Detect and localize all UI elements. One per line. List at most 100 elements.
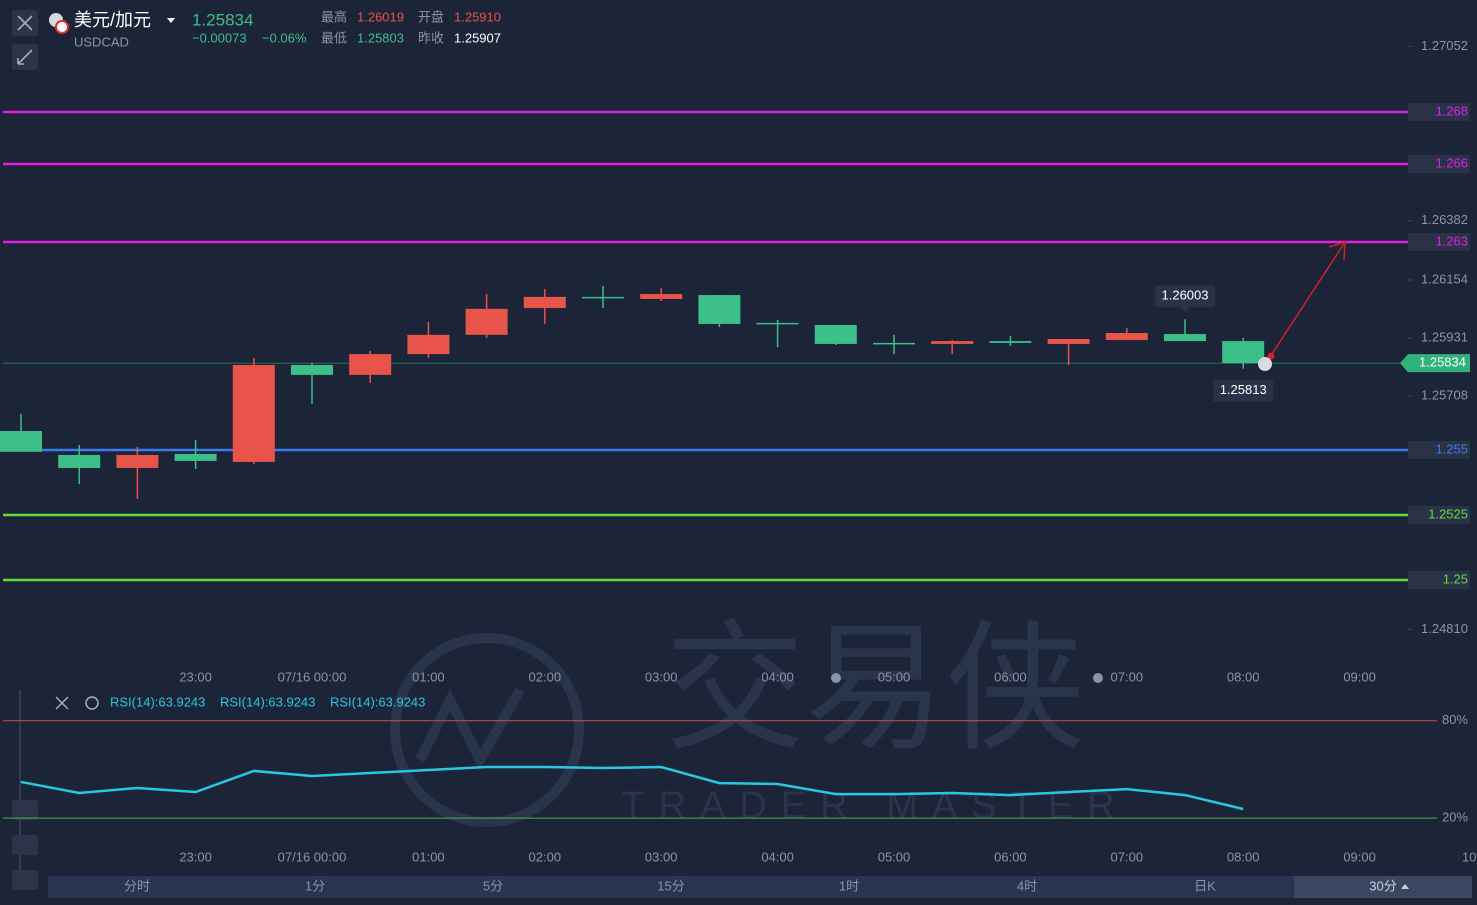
candle-body [582, 296, 624, 299]
x-tick-label: 07/16 00:00 [278, 849, 347, 864]
tool-button[interactable] [12, 800, 38, 820]
tab-bar [48, 876, 1472, 898]
info-icon[interactable] [1258, 357, 1272, 371]
pair-name[interactable]: 美元/加元 [74, 10, 151, 30]
y-tick-label: 1.26154 [1421, 271, 1468, 286]
level-label-box [1408, 155, 1470, 174]
y-tick-label: 1.24810 [1421, 621, 1468, 636]
candle-body [349, 354, 392, 375]
level-label: 1.263 [1435, 233, 1468, 248]
x-tick-label: 09:00 [1343, 669, 1376, 684]
candle-body [291, 364, 333, 375]
candle-body [756, 322, 799, 325]
candle-body [1164, 334, 1206, 342]
last-price-label: 1.25834 [1419, 355, 1466, 370]
level-label: 1.2525 [1428, 506, 1468, 521]
event-marker[interactable] [1093, 673, 1103, 683]
y-tick-label: 1.26382 [1421, 212, 1468, 227]
x-tick-label: 01:00 [412, 849, 445, 864]
low-annotation: 1.25813 [1220, 382, 1267, 397]
candle-body [1047, 338, 1090, 344]
x-tick-label: 06:00 [994, 849, 1027, 864]
rsi-tick-label: 20% [1442, 810, 1468, 825]
watermark-en: TRADER MASTER [621, 785, 1128, 827]
candle-body [814, 324, 857, 344]
level-label-box [1408, 233, 1470, 252]
y-tick-label: 1.27052 [1421, 38, 1468, 53]
candle-body [640, 294, 683, 299]
x-tick-label: 07/16 00:00 [278, 669, 347, 684]
tab-arrow[interactable] [1401, 884, 1409, 889]
candle-body [931, 341, 974, 344]
stat-label: 昨收 [418, 30, 444, 45]
candle-body [465, 308, 508, 335]
tab[interactable]: 30分 [1369, 878, 1396, 893]
stat-value: 1.25910 [454, 9, 501, 24]
x-tick-label: 07:00 [1111, 669, 1144, 684]
high-annotation: 1.26003 [1162, 288, 1209, 303]
tab[interactable]: 5分 [483, 878, 503, 893]
level-label-box [1408, 570, 1470, 589]
x-tick-label: 03:00 [645, 849, 678, 864]
rsi-close[interactable] [55, 696, 69, 710]
x-tick-label: 08:00 [1227, 849, 1260, 864]
anchor-dot [1267, 352, 1275, 360]
candle-body [1105, 333, 1148, 341]
price: 1.25834 [192, 10, 253, 29]
trend-arrow [1269, 241, 1346, 358]
close-icon [17, 15, 33, 31]
x-tick-label: 08:00 [1227, 669, 1260, 684]
tab[interactable]: 1分 [305, 878, 325, 893]
tab[interactable]: 4时 [1017, 878, 1037, 893]
x-tick-label: 02:00 [529, 669, 562, 684]
symbol: USDCAD [74, 34, 129, 49]
event-marker[interactable] [831, 673, 841, 683]
tab[interactable]: 日K [1194, 878, 1216, 893]
watermark-logo [415, 687, 525, 771]
x-tick-label: 04:00 [761, 849, 794, 864]
tool-button[interactable] [12, 870, 38, 890]
stat-value: 1.25907 [454, 30, 501, 45]
change: −0.00073 [192, 30, 247, 45]
candle-body [116, 454, 159, 468]
candle-body [232, 364, 275, 462]
x-tick-label: 05:00 [878, 669, 911, 684]
candle-body [0, 431, 42, 452]
stat-value: 1.25803 [357, 30, 404, 45]
level-label-box [1408, 103, 1470, 122]
collapse-icon [17, 49, 33, 65]
x-tick-label: 10 [1462, 849, 1476, 864]
trend-arrow-head [1328, 240, 1346, 261]
stat-label: 最低 [321, 30, 347, 45]
dropdown-icon[interactable] [167, 18, 175, 23]
watermark-cn: 交易侠 [665, 610, 1085, 767]
rsi-legend: RSI(14):63.9243 [220, 694, 315, 709]
last-price-box [1400, 354, 1470, 373]
x-tick-label: 07:00 [1111, 849, 1144, 864]
stat-label: 开盘 [418, 9, 444, 24]
high-annotation-box [1155, 285, 1215, 308]
stat-value: 1.26019 [357, 9, 404, 24]
x-tick-label: 06:00 [994, 669, 1027, 684]
change-pct: −0.06% [262, 30, 307, 45]
rsi-line [20, 765, 1244, 811]
level-label-box [1408, 441, 1470, 460]
rsi-legend: RSI(14):63.9243 [110, 694, 205, 709]
tool-button[interactable] [12, 835, 38, 855]
rsi-settings[interactable] [85, 696, 99, 710]
x-tick-label: 01:00 [412, 669, 445, 684]
tab[interactable]: 分时 [124, 878, 150, 893]
watermark: 交易侠 TRADER MASTER [390, 610, 1128, 827]
tab-selected[interactable] [1294, 876, 1472, 898]
flag-ca [55, 20, 69, 34]
tab[interactable]: 1时 [839, 878, 859, 893]
level-label: 1.268 [1435, 103, 1468, 118]
tab[interactable]: 15分 [657, 878, 684, 893]
x-tick-label: 09:00 [1343, 849, 1376, 864]
candle-body [523, 296, 566, 309]
candle-body [1222, 341, 1265, 364]
y-tick-label: 1.25931 [1421, 329, 1468, 344]
x-tick-label: 23:00 [179, 669, 212, 684]
